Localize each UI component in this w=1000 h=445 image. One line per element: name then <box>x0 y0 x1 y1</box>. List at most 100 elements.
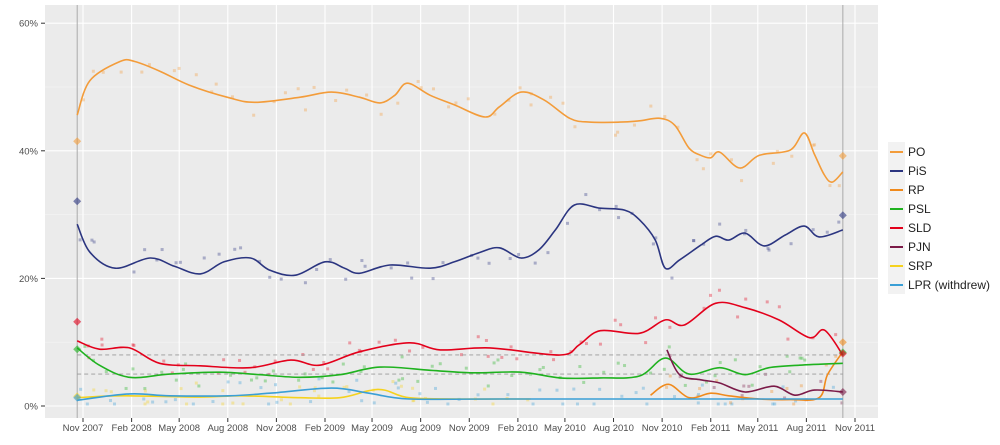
poll-dot-po <box>140 70 144 74</box>
poll-dot-psl <box>785 354 789 358</box>
poll-dot-sld <box>549 350 553 354</box>
poll-dot-po <box>447 105 451 109</box>
poll-dot-pjn <box>747 384 751 388</box>
poll-dot-po <box>303 108 307 112</box>
poll-dot-srp <box>411 399 415 403</box>
poll-dot-rp <box>665 385 669 389</box>
poll-dot-po <box>616 130 620 134</box>
poll-dot-rp <box>668 374 672 378</box>
election-result-marker <box>73 197 82 206</box>
poll-dot-srp <box>146 400 150 404</box>
poll-dot-pis <box>651 242 655 246</box>
x-tick-label: May 2009 <box>351 423 393 434</box>
poll-dot-po <box>252 113 256 117</box>
poll-dot-po <box>81 98 85 102</box>
poll-dot-pis <box>617 216 621 220</box>
poll-dot-pis <box>598 208 602 212</box>
poll-dot-lpr <box>211 400 215 404</box>
poll-dot-sld <box>216 371 220 375</box>
poll-dot-lpr <box>572 387 576 391</box>
poll-dot-rp <box>834 354 838 358</box>
poll-dot-srp <box>143 402 147 406</box>
poll-dot-po <box>837 184 841 188</box>
poll-dot-po <box>230 95 234 99</box>
poll-dot-rp <box>785 386 789 390</box>
poll-dot-rp <box>792 402 796 406</box>
poll-dot-psl <box>104 370 108 374</box>
poll-dot-psl <box>649 371 653 375</box>
poll-dot-po <box>813 143 817 147</box>
poll-dot-lpr <box>673 395 677 399</box>
x-tick-label: Aug 2011 <box>786 423 826 434</box>
poll-dot-srp <box>194 381 198 385</box>
poll-dot-sld <box>484 338 488 342</box>
poll-dot-sld <box>834 333 838 337</box>
poll-dot-srp <box>483 387 487 391</box>
poll-dot-lpr <box>634 391 638 395</box>
poll-dot-lpr <box>433 386 437 390</box>
poll-dot-lpr <box>794 399 798 403</box>
poll-dot-po <box>296 87 300 91</box>
poll-dot-srp <box>411 386 415 390</box>
poll-dot-pis <box>239 246 243 250</box>
election-result-marker <box>73 345 82 354</box>
legend-key <box>888 237 905 256</box>
poll-dot-lpr <box>645 402 649 406</box>
poll-dot-rp <box>729 401 733 405</box>
poll-dot-po <box>101 70 105 74</box>
poll-dot-sld <box>709 293 713 297</box>
legend-label: PO <box>908 144 926 159</box>
election-result-marker <box>73 137 82 146</box>
poll-dot-po <box>790 154 794 158</box>
poll-dot-pis <box>517 252 521 256</box>
poll-dot-rp <box>799 384 803 388</box>
legend-item-sld: SLD <box>888 218 990 237</box>
poll-dot-lpr <box>259 386 263 390</box>
x-tick-label: Feb 2011 <box>691 423 730 434</box>
poll-dot-psl <box>486 384 490 388</box>
x-tick-label: Aug 2008 <box>207 423 248 434</box>
legend-label: SLD <box>908 220 932 235</box>
poll-dot-sld <box>579 340 583 344</box>
poll-dot-srp <box>312 389 316 393</box>
poll-dot-pis <box>155 258 159 262</box>
poll-dot-sld <box>584 342 588 346</box>
poll-dot-po <box>493 112 497 116</box>
poll-dot-pis <box>233 247 237 251</box>
election-result-marker <box>838 387 847 396</box>
poll-dot-sld <box>301 353 305 357</box>
poll-dot-lpr <box>446 402 450 406</box>
poll-dot-psl <box>529 372 533 376</box>
poll-dot-pis <box>90 238 94 242</box>
poll-dot-psl <box>538 368 542 372</box>
legend-key <box>888 199 905 218</box>
poll-dot-psl <box>438 362 442 366</box>
poll-dot-lpr <box>561 402 565 406</box>
poll-dot-srp <box>345 385 349 389</box>
election-result-marker <box>838 151 847 160</box>
poll-dot-psl <box>174 378 178 382</box>
poll-dot-pis <box>132 270 136 274</box>
trend-lines <box>76 58 844 402</box>
poll-dot-sld <box>408 349 412 353</box>
poll-dot-sld <box>765 300 769 304</box>
legend-label: LPR (withdrew) <box>908 277 991 292</box>
poll-dot-pjn <box>678 375 682 379</box>
poll-dot-sld <box>460 353 464 357</box>
poll-dot-psl <box>416 379 420 383</box>
poll-dot-po <box>312 85 316 89</box>
poll-dot-sld <box>170 371 174 375</box>
poll-dot-psl <box>181 367 185 371</box>
poll-dot-po <box>454 101 458 105</box>
legend: PO PiS RP PSL SLD PJN SRP LPR (withdrew) <box>888 142 990 294</box>
poll-dot-po <box>529 103 533 107</box>
election-result-marker <box>838 338 847 347</box>
poll-dot-sld <box>326 367 330 371</box>
poll-dot-pis <box>431 277 435 281</box>
poll-dot-lpr <box>773 402 777 406</box>
poll-dot-pis <box>718 222 722 226</box>
poll-dot-lpr <box>476 393 480 397</box>
poll-dot-sld <box>100 343 104 347</box>
trend-line-pjn <box>666 349 843 397</box>
poll-dot-po <box>771 161 775 165</box>
